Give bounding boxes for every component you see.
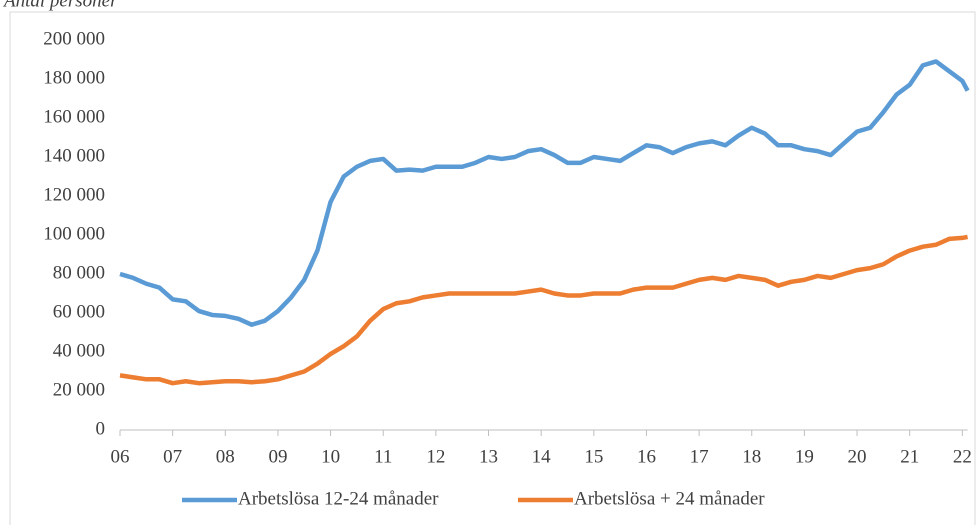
y-tick-label: 20 000 bbox=[53, 379, 105, 400]
x-tick-label: 17 bbox=[690, 446, 709, 467]
y-tick-label: 160 000 bbox=[43, 106, 105, 127]
y-tick-label: 200 000 bbox=[43, 28, 105, 49]
y-tick-label: 0 bbox=[96, 418, 106, 439]
legend-label: Arbetslösa 12-24 månader bbox=[238, 488, 439, 509]
y-tick-label: 80 000 bbox=[53, 262, 105, 283]
x-tick-label: 21 bbox=[900, 446, 919, 467]
x-tick-label: 14 bbox=[532, 446, 552, 467]
x-tick-label: 16 bbox=[637, 446, 656, 467]
chart-title: Antal personer bbox=[2, 0, 118, 11]
y-tick-label: 140 000 bbox=[43, 145, 105, 166]
x-tick-label: 09 bbox=[268, 446, 287, 467]
y-tick-label: 120 000 bbox=[43, 184, 105, 205]
x-tick-label: 15 bbox=[584, 446, 603, 467]
series-line bbox=[119, 59, 970, 327]
chart-frame bbox=[9, 11, 976, 525]
x-tick-label: 18 bbox=[742, 446, 761, 467]
x-tick-label: 12 bbox=[426, 446, 445, 467]
y-tick-label: 60 000 bbox=[53, 301, 105, 322]
x-tick-label: 20 bbox=[848, 446, 867, 467]
y-tick-label: 40 000 bbox=[53, 340, 105, 361]
legend-label: Arbetslösa + 24 månader bbox=[574, 488, 765, 509]
y-tick-label: 100 000 bbox=[43, 223, 105, 244]
x-tick-label: 06 bbox=[111, 446, 130, 467]
x-tick-label: 11 bbox=[374, 446, 392, 467]
series-line bbox=[119, 234, 969, 386]
x-tick-label: 22 bbox=[953, 446, 972, 467]
x-tick-label: 13 bbox=[479, 446, 498, 467]
x-tick-label: 07 bbox=[163, 446, 182, 467]
x-tick-label: 08 bbox=[216, 446, 235, 467]
x-tick-label: 10 bbox=[321, 446, 340, 467]
x-tick-label: 19 bbox=[795, 446, 814, 467]
y-tick-label: 180 000 bbox=[43, 67, 105, 88]
